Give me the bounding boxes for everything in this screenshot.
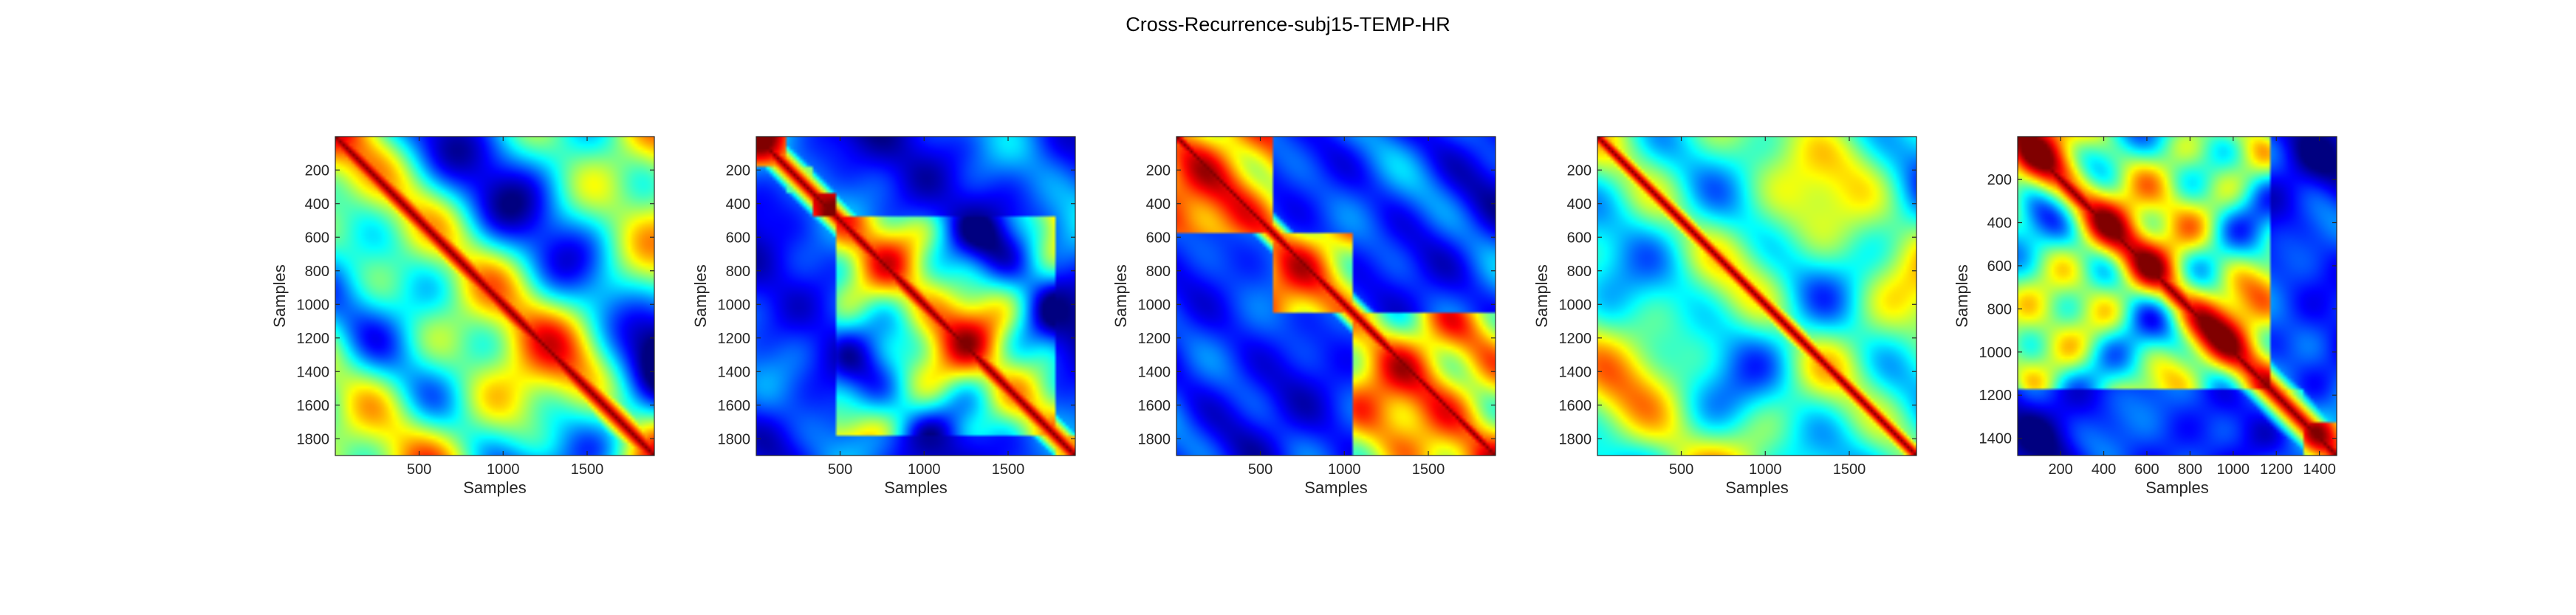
- y-tick-label: 1800: [718, 431, 751, 447]
- y-tick-label: 800: [1567, 264, 1592, 280]
- x-tick-label: 400: [2092, 461, 2116, 478]
- heatmap-panel-1: 500 1000 1500 200 400 600 800 1000 1200 1400 1600 1…: [270, 136, 655, 497]
- x-tick-label: 1500: [571, 461, 604, 478]
- x-tick-label: 1000: [908, 461, 941, 478]
- y-tick-label: 800: [1987, 301, 2012, 317]
- y-tick-label: 400: [726, 196, 750, 213]
- x-tick-label: 500: [1248, 461, 1272, 478]
- x-tick-label: 600: [2134, 461, 2159, 478]
- y-tick-label: 400: [305, 196, 329, 213]
- y-tick-label: 400: [1146, 196, 1171, 213]
- x-axis-label: Samples: [1725, 478, 1789, 497]
- heatmap-image: [2018, 137, 2337, 456]
- y-tick-label: 600: [305, 230, 329, 246]
- y-axis-label: Samples: [1953, 264, 1971, 328]
- x-tick-label: 1500: [992, 461, 1025, 478]
- y-tick-label: 1200: [1559, 331, 1592, 347]
- y-tick-label: 1400: [718, 364, 751, 380]
- y-tick-label: 1200: [718, 331, 751, 347]
- x-axis-label: Samples: [1304, 478, 1368, 497]
- y-tick-label: 200: [1567, 162, 1592, 179]
- y-tick-label: 1400: [1559, 364, 1592, 380]
- y-tick-label: 1000: [718, 297, 751, 313]
- x-tick-label: 500: [1669, 461, 1693, 478]
- y-tick-label: 1000: [1559, 297, 1592, 313]
- axes-box: [756, 136, 1076, 456]
- y-tick-label: 200: [305, 162, 329, 179]
- x-tick-label: 1200: [2260, 461, 2293, 478]
- y-tick-label: 200: [726, 162, 750, 179]
- heatmap-image: [756, 137, 1075, 456]
- y-tick-label: 1600: [1559, 398, 1592, 414]
- x-tick-label: 1000: [1328, 461, 1361, 478]
- y-tick-label: 600: [1146, 230, 1171, 246]
- x-tick-label: 200: [2048, 461, 2072, 478]
- x-tick-label: 500: [407, 461, 431, 478]
- y-tick-label: 200: [1987, 172, 2012, 188]
- y-tick-label: 1000: [1138, 297, 1171, 313]
- y-axis-label: Samples: [1532, 264, 1551, 328]
- y-tick-label: 400: [1987, 216, 2012, 232]
- x-axis-label: Samples: [884, 478, 948, 497]
- heatmap-panel-3: 500 1000 1500 200 400 600 800 1000 1200 1400 1600 1…: [1111, 136, 1496, 497]
- y-tick-label: 1400: [297, 364, 330, 380]
- x-tick-label: 1500: [1412, 461, 1445, 478]
- heatmap-image: [1597, 137, 1916, 456]
- axes-box: [2017, 136, 2337, 456]
- heatmap-image: [1176, 137, 1496, 456]
- x-tick-label: 1000: [2217, 461, 2250, 478]
- y-axis-label: Samples: [1111, 264, 1130, 328]
- heatmap-panel-2: 500 1000 1500 200 400 600 800 1000 1200 1400 1600 1…: [691, 136, 1076, 497]
- y-tick-label: 1200: [1138, 331, 1171, 347]
- y-axis-label: Samples: [691, 264, 710, 328]
- y-tick-label: 800: [305, 264, 329, 280]
- axes-box: [1597, 136, 1917, 456]
- x-tick-label: 800: [2178, 461, 2202, 478]
- y-tick-label: 1200: [1979, 388, 2012, 404]
- y-tick-label: 1600: [297, 398, 330, 414]
- y-tick-label: 1600: [718, 398, 751, 414]
- figure-title: Cross-Recurrence-subj15-TEMP-HR: [1126, 13, 1450, 35]
- x-axis-label: Samples: [2145, 478, 2209, 497]
- x-tick-label: 1000: [487, 461, 520, 478]
- y-tick-label: 800: [726, 264, 750, 280]
- y-tick-label: 400: [1567, 196, 1592, 213]
- y-tick-label: 1000: [297, 297, 330, 313]
- y-tick-label: 600: [1987, 258, 2012, 275]
- heatmap-image: [335, 137, 654, 456]
- x-tick-label: 1400: [2303, 461, 2336, 478]
- y-tick-label: 1200: [297, 331, 330, 347]
- heatmap-panel-4: 500 1000 1500 200 400 600 800 1000 1200 1400 1600 1…: [1532, 136, 1917, 497]
- y-tick-label: 200: [1146, 162, 1171, 179]
- y-tick-label: 1400: [1138, 364, 1171, 380]
- y-axis-label: Samples: [270, 264, 289, 328]
- axes-box: [335, 136, 655, 456]
- x-axis-label: Samples: [463, 478, 527, 497]
- y-tick-label: 800: [1146, 264, 1171, 280]
- heatmap-panel-5: 200 400 600 800 1000 1200 1400 200 400 600 800 1000…: [1953, 136, 2337, 497]
- axes-box: [1176, 136, 1496, 456]
- y-tick-label: 1600: [1138, 398, 1171, 414]
- x-tick-label: 1500: [1833, 461, 1866, 478]
- y-tick-label: 1400: [1979, 431, 2012, 447]
- y-tick-label: 1800: [297, 431, 330, 447]
- y-tick-label: 600: [1567, 230, 1592, 246]
- x-tick-label: 1000: [1749, 461, 1782, 478]
- x-tick-label: 500: [828, 461, 852, 478]
- y-tick-label: 1800: [1138, 431, 1171, 447]
- y-tick-label: 1800: [1559, 431, 1592, 447]
- y-tick-label: 600: [726, 230, 750, 246]
- y-tick-label: 1000: [1979, 345, 2012, 361]
